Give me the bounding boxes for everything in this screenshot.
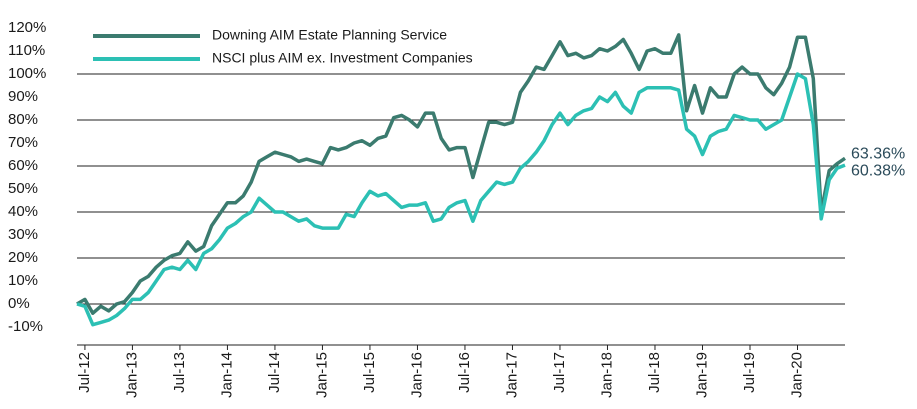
series-line xyxy=(76,33,846,315)
y-tick-label: 70% xyxy=(8,134,38,151)
x-tick-label: Jan-17 xyxy=(503,352,520,398)
y-tick-label: 0% xyxy=(8,295,30,312)
x-tick-label: Jan-19 xyxy=(693,352,710,398)
y-tick-label: 40% xyxy=(8,203,38,220)
x-tick-label: Jul-19 xyxy=(741,352,758,393)
y-tick-label: 80% xyxy=(8,111,38,128)
x-tick-label: Jul-14 xyxy=(266,352,283,393)
x-tick-label: Jan-16 xyxy=(408,352,425,398)
y-tick-label: 100% xyxy=(8,65,46,82)
end-label: 63.36% xyxy=(851,145,905,162)
y-tick-label: 20% xyxy=(8,249,38,266)
y-tick-label: 110% xyxy=(8,42,45,59)
y-tick-label: 30% xyxy=(8,226,38,243)
y-tick-label: 90% xyxy=(8,88,38,105)
y-tick-label: 10% xyxy=(8,272,38,289)
x-tick-label: Jan-14 xyxy=(218,352,235,398)
x-tick-label: Jul-12 xyxy=(76,352,93,393)
legend-label: NSCI plus AIM ex. Investment Companies xyxy=(212,50,473,66)
y-tick-label: 120% xyxy=(8,19,46,36)
y-tick-label: -10% xyxy=(8,318,43,335)
x-tick-label: Jan-15 xyxy=(313,352,330,398)
series-line xyxy=(76,72,846,327)
x-tick-label: Jul-13 xyxy=(171,352,188,393)
x-tick-label: Jan-20 xyxy=(788,352,805,398)
x-tick-label: Jul-18 xyxy=(646,352,663,393)
x-tick-label: Jan-18 xyxy=(598,352,615,398)
end-label: 60.38% xyxy=(851,162,905,179)
x-tick-label: Jan-13 xyxy=(123,352,140,398)
x-tick-label: Jul-16 xyxy=(456,352,473,393)
y-tick-label: 50% xyxy=(8,180,38,197)
x-tick-label: Jul-17 xyxy=(551,352,568,393)
x-tick-label: Jul-15 xyxy=(361,352,378,393)
legend-label: Downing AIM Estate Planning Service xyxy=(212,27,447,43)
y-tick-label: 60% xyxy=(8,157,38,174)
